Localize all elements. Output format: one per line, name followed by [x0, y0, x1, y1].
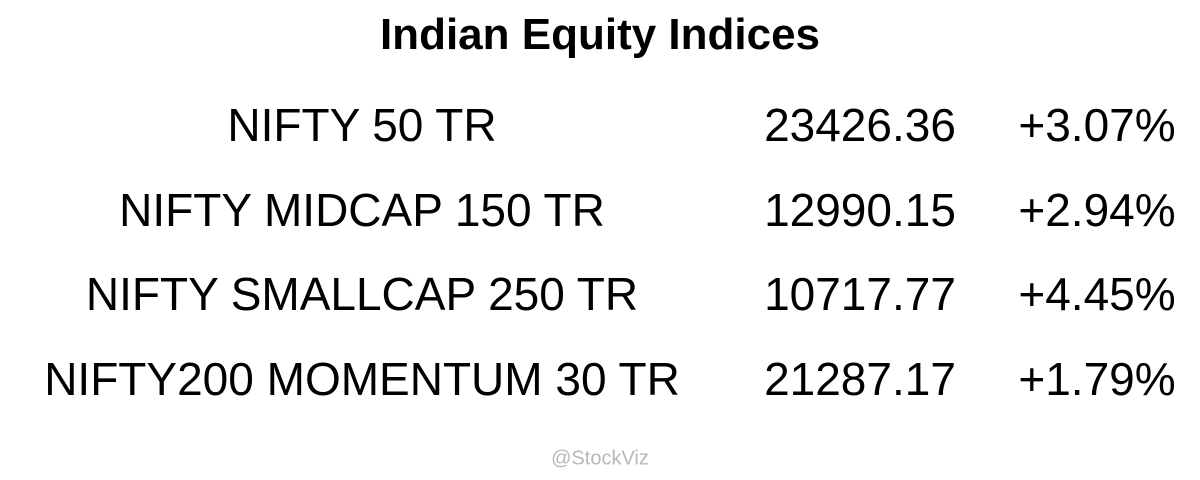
- index-change: +4.45%: [1018, 268, 1176, 320]
- index-value: 10717.77: [764, 268, 956, 320]
- index-name: NIFTY 50 TR: [227, 99, 497, 151]
- index-value: 21287.17: [764, 352, 956, 405]
- index-change: +2.94%: [1018, 183, 1176, 236]
- index-value: 23426.36: [764, 99, 956, 151]
- title: Indian Equity Indices: [379, 10, 821, 59]
- index-name: NIFTY MIDCAP 150 TR: [119, 183, 605, 236]
- index-change: +1.79%: [1018, 352, 1176, 405]
- index-name: NIFTY200 MOMENTUM 30 TR: [44, 352, 680, 405]
- watermark: @StockViz: [551, 447, 649, 470]
- index-name: NIFTY SMALLCAP 250 TR: [85, 268, 639, 320]
- index-change: +3.07%: [1018, 99, 1176, 151]
- index-value: 12990.15: [764, 183, 956, 236]
